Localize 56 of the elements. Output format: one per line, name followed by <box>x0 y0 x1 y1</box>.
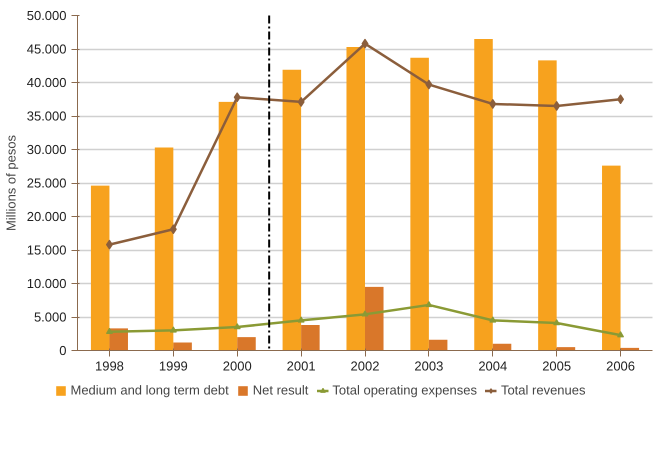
point <box>425 80 432 90</box>
point <box>553 319 560 326</box>
bar <box>90 186 110 350</box>
x-tick-label: 2001 <box>286 358 316 374</box>
legend-label: Total operating expenses <box>332 382 477 398</box>
point <box>106 328 113 334</box>
point <box>234 92 241 102</box>
point <box>553 100 560 111</box>
bar <box>365 286 384 350</box>
point <box>617 94 624 104</box>
point <box>170 224 177 234</box>
point <box>298 316 305 323</box>
x-tick-label: 2004 <box>478 358 508 374</box>
bar <box>173 342 192 350</box>
bar <box>428 340 448 350</box>
x-tick-label: 1998 <box>94 358 124 374</box>
point <box>489 98 496 109</box>
x-tick-label: 2000 <box>222 358 252 374</box>
bar <box>237 337 256 350</box>
y-tick-label: 15.000 <box>26 242 67 258</box>
y-tick-label: 0 <box>59 343 67 358</box>
x-tick-label: 2003 <box>414 358 444 374</box>
x-tick-label: 2002 <box>350 358 380 374</box>
legend-label: Total revenues <box>500 382 586 398</box>
point <box>298 96 305 107</box>
legend-label: Net result <box>252 382 308 398</box>
point <box>425 300 432 308</box>
point <box>234 323 241 330</box>
y-tick-label: 35.000 <box>26 108 67 124</box>
x-tick-label: 2006 <box>606 358 636 374</box>
y-tick-label: 25.000 <box>26 176 67 190</box>
bar <box>282 70 302 350</box>
bar <box>602 166 621 350</box>
y-tick-label: 50.000 <box>26 8 67 23</box>
bar <box>410 58 429 350</box>
x-tick-label: 1999 <box>158 358 188 374</box>
y-tick-label: 45.000 <box>26 42 67 56</box>
point <box>362 310 368 317</box>
x-tick-label: 2005 <box>542 358 572 374</box>
bar <box>154 147 174 350</box>
y-tick-label: 20.000 <box>26 209 67 224</box>
bar <box>301 325 320 350</box>
bar <box>474 38 493 350</box>
point <box>617 331 624 338</box>
point <box>170 326 177 333</box>
point <box>489 316 496 323</box>
y-tick-label: 10.000 <box>26 276 67 291</box>
bar <box>218 102 238 350</box>
y-tick-label: 40.000 <box>26 75 67 90</box>
legend-label: Medium and long term debt <box>70 382 229 398</box>
bar <box>346 46 365 350</box>
bar <box>538 60 557 350</box>
point <box>106 240 113 250</box>
y-axis-title: Millions of pesos <box>4 134 19 232</box>
y-tick-label: 5.000 <box>34 310 67 324</box>
y-tick-label: 30.000 <box>26 142 67 157</box>
